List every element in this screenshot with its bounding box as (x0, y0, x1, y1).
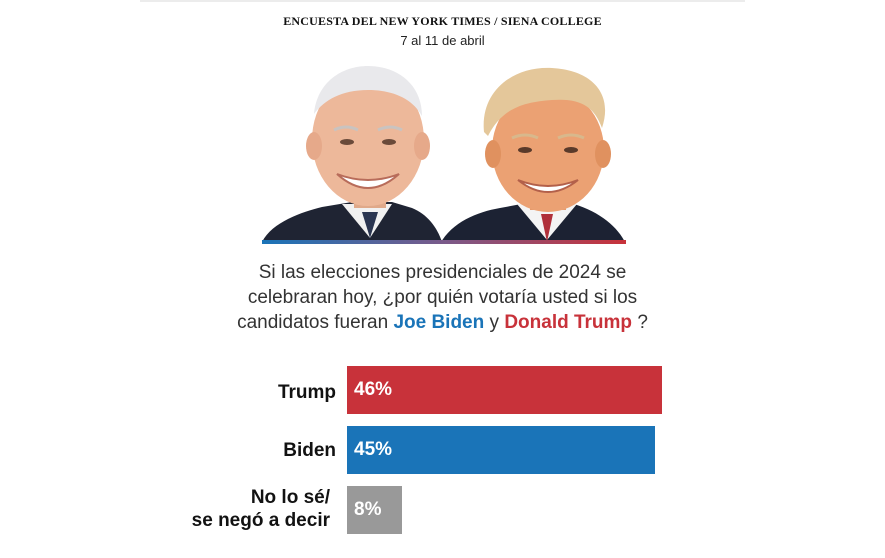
poll-dates: 7 al 11 de abril (400, 33, 485, 48)
bar-value-trump: 46% (354, 379, 393, 400)
question-candidate-trump: Donald Trump (504, 312, 633, 333)
poll-source: ENCUESTA DEL NEW YORK TIMES / SIENA COLL… (283, 14, 602, 28)
bar-undecided (347, 486, 402, 534)
question-text: Si las elecciones presidenciales de 2024… (215, 260, 670, 335)
top-rule (140, 0, 745, 2)
bar-label-undecided-line1: No lo sé/ (250, 487, 330, 508)
biden-portrait (262, 66, 442, 242)
candidate-portraits (262, 62, 626, 244)
trump-portrait (440, 67, 626, 244)
bar-label-biden: Biden (283, 440, 336, 461)
question-joiner: y (484, 312, 505, 333)
bar-biden (347, 426, 655, 474)
bar-label-undecided: No lo sé/se negó a decir (150, 486, 330, 532)
question-candidate-biden: Joe Biden (393, 312, 485, 333)
bar-value-biden: 45% (354, 439, 393, 460)
bar-label-undecided-line2: se negó a decir (191, 510, 330, 531)
bar-trump (347, 366, 662, 414)
portrait-base-line (262, 240, 626, 244)
bar-label-trump: Trump (277, 382, 336, 403)
bar-value-undecided: 8% (354, 499, 382, 520)
header: ENCUESTA DEL NEW YORK TIMES / SIENA COLL… (0, 14, 885, 48)
question-suffix: ? (632, 312, 648, 333)
question-prefix: Si las elecciones presidenciales de 2024… (237, 262, 638, 333)
